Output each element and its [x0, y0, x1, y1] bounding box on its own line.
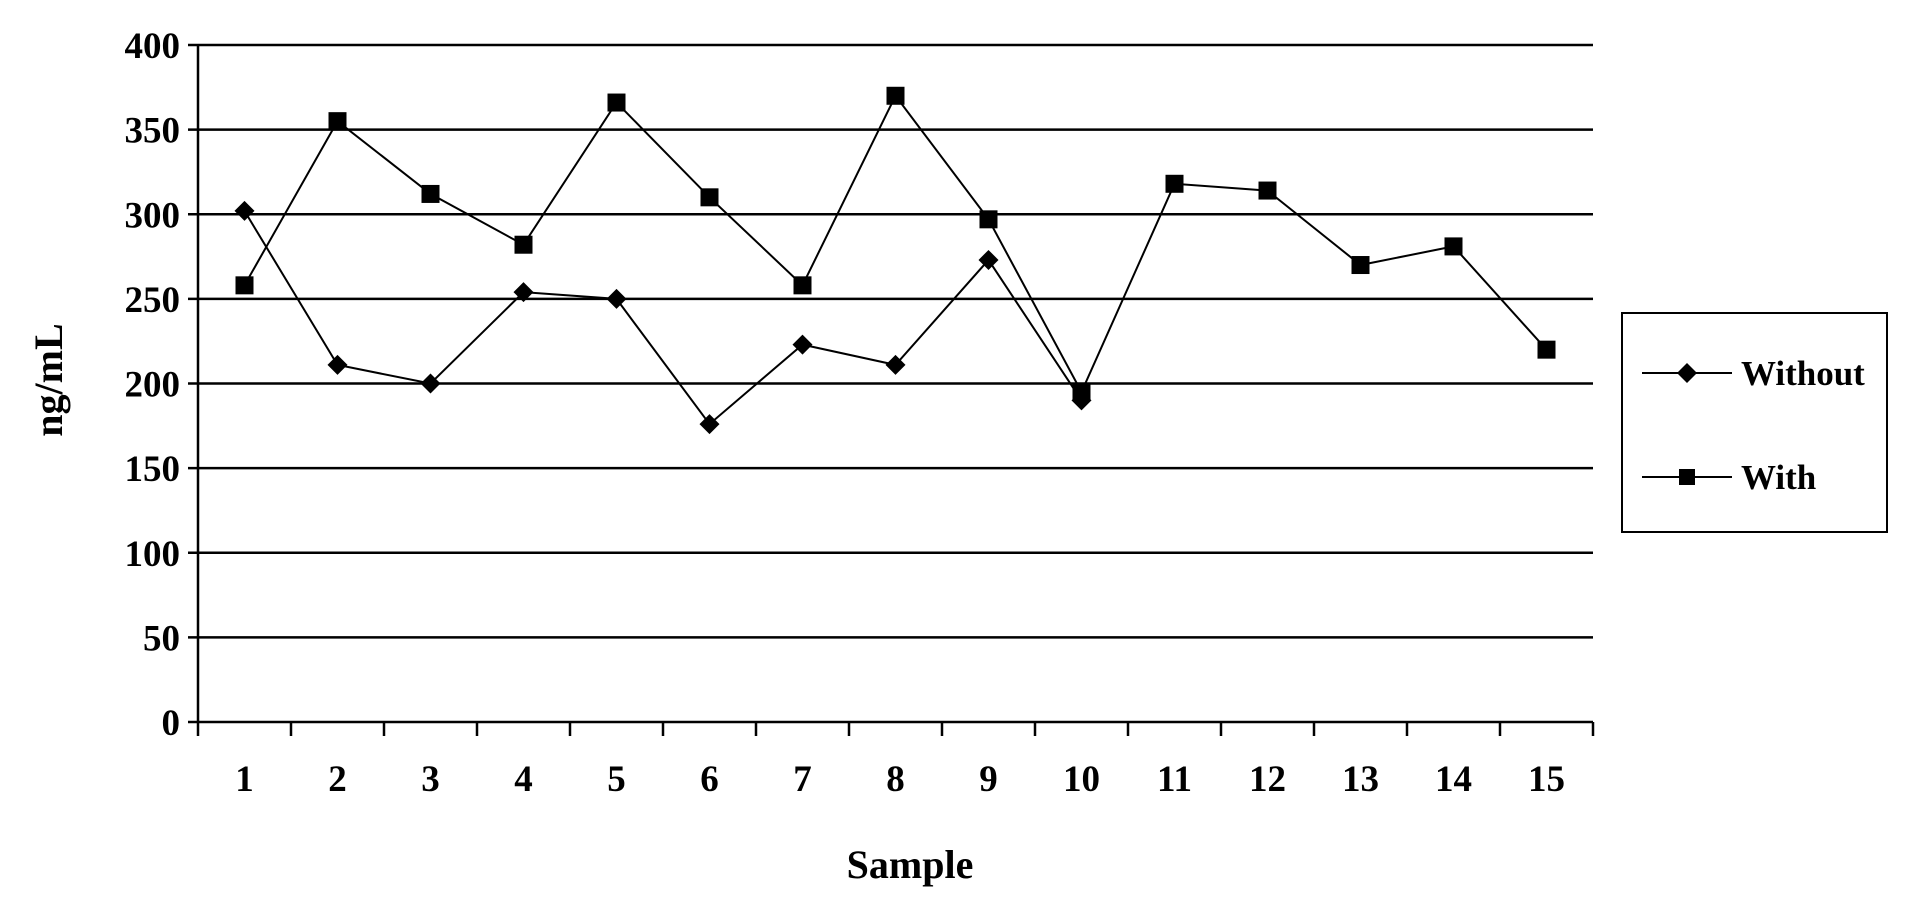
data-point-square — [1258, 181, 1277, 200]
data-point-square — [514, 235, 533, 254]
x-tick-label: 3 — [421, 759, 440, 800]
data-point-square — [1165, 174, 1184, 193]
y-tick-label: 400 — [125, 26, 181, 67]
x-tick-label: 5 — [607, 759, 626, 800]
x-tick-label: 12 — [1249, 759, 1286, 800]
x-tick-label: 7 — [793, 759, 812, 800]
data-point-square — [1351, 256, 1370, 275]
data-point-square — [1537, 340, 1556, 359]
series-without — [234, 200, 1092, 435]
x-tick-label: 4 — [514, 759, 533, 800]
legend-marker-with — [1679, 469, 1695, 485]
x-tick-label: 9 — [979, 759, 998, 800]
x-tick-label: 15 — [1528, 759, 1565, 800]
data-point-square — [1072, 382, 1091, 401]
series-line-with — [243, 93, 1548, 395]
y-tick-label: 50 — [143, 618, 180, 659]
x-axis-title: Sample — [847, 842, 974, 887]
data-point-diamond — [513, 282, 534, 303]
data-point-diamond — [327, 354, 348, 375]
data-point-square — [1444, 237, 1463, 256]
y-tick-label: 350 — [125, 111, 181, 152]
data-point-diamond — [792, 334, 813, 355]
legend-marker-without — [1677, 363, 1697, 383]
x-tick-label: 14 — [1435, 759, 1472, 800]
y-tick-label: 300 — [125, 195, 181, 236]
data-point-square — [979, 210, 998, 229]
data-point-square — [886, 86, 905, 105]
legend-label-without: Without — [1741, 354, 1865, 393]
series-with — [235, 86, 1556, 401]
y-tick-label: 200 — [125, 365, 181, 406]
legend-item-with: With — [1642, 458, 1816, 497]
x-tick-label: 11 — [1157, 759, 1192, 800]
legend: Without With — [1621, 312, 1888, 533]
y-tick-label: 250 — [125, 280, 181, 321]
data-point-square — [700, 188, 719, 207]
y-axis-title: ng/mL — [26, 323, 71, 436]
legend-label-with: With — [1741, 458, 1816, 497]
data-point-diamond — [699, 414, 720, 435]
legend-item-without: Without — [1642, 354, 1865, 393]
x-tick-label: 13 — [1342, 759, 1379, 800]
x-tick-label: 8 — [886, 759, 905, 800]
x-tick-label: 2 — [328, 759, 347, 800]
data-point-square — [421, 184, 440, 203]
data-point-diamond — [420, 373, 441, 394]
series-line-without — [243, 210, 1083, 426]
data-point-square — [235, 276, 254, 295]
data-point-square — [793, 276, 812, 295]
x-tick-label: 6 — [700, 759, 719, 800]
data-point-diamond — [978, 249, 999, 270]
data-point-square — [607, 93, 626, 112]
y-tick-label: 150 — [125, 449, 181, 490]
x-tick-label: 1 — [235, 759, 254, 800]
legend-box — [1621, 312, 1888, 533]
data-point-diamond — [606, 288, 627, 309]
y-tick-label: 100 — [125, 534, 181, 575]
data-point-diamond — [885, 354, 906, 375]
x-tick-label: 10 — [1063, 759, 1100, 800]
series-group — [234, 86, 1556, 435]
gridlines — [198, 43, 1593, 639]
data-point-square — [328, 112, 347, 131]
y-tick-label: 0 — [162, 703, 181, 744]
data-point-diamond — [234, 200, 255, 221]
